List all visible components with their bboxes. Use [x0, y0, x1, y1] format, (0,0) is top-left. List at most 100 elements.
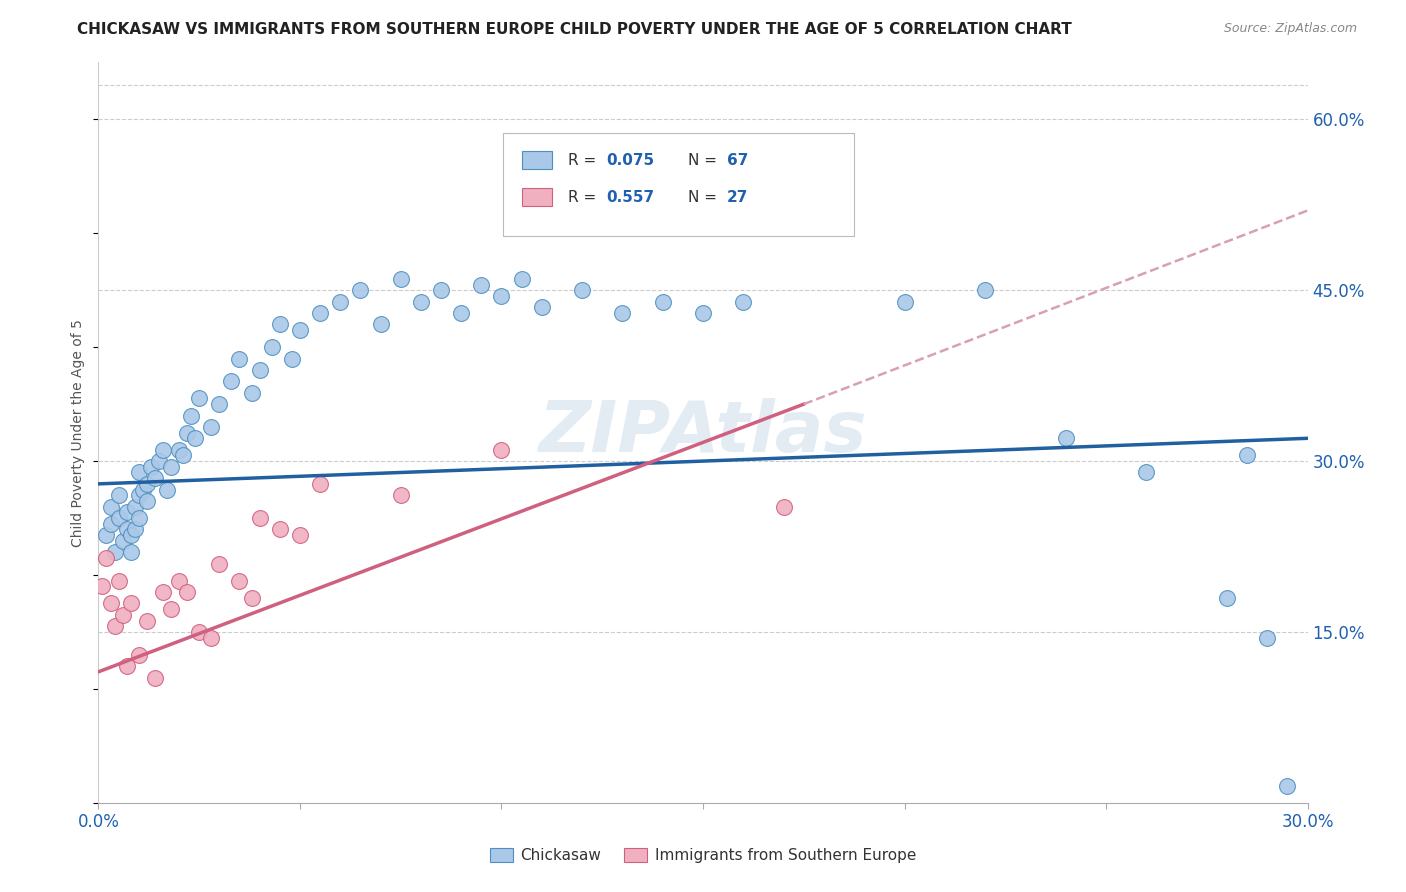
- Point: [111, 533, 134, 548]
- Point: [128, 648, 150, 662]
- Point: [510, 272, 533, 286]
- Point: [120, 545, 142, 559]
- Point: [188, 392, 211, 406]
- Point: [281, 351, 304, 366]
- Point: [389, 272, 412, 286]
- Point: [1236, 449, 1258, 463]
- FancyBboxPatch shape: [522, 151, 553, 169]
- Text: R =: R =: [568, 190, 600, 204]
- Text: N =: N =: [689, 190, 723, 204]
- Point: [143, 671, 166, 685]
- Point: [288, 323, 311, 337]
- Point: [176, 585, 198, 599]
- Point: [115, 523, 138, 537]
- Point: [128, 466, 150, 480]
- Point: [115, 505, 138, 519]
- Point: [172, 449, 194, 463]
- Point: [491, 289, 513, 303]
- Point: [96, 550, 118, 565]
- Text: 0.075: 0.075: [606, 153, 654, 168]
- Point: [200, 420, 222, 434]
- Point: [269, 318, 291, 332]
- Point: [1135, 466, 1157, 480]
- Point: [309, 476, 332, 491]
- Point: [120, 528, 142, 542]
- Point: [733, 294, 755, 309]
- Point: [349, 283, 371, 297]
- Point: [1277, 779, 1299, 793]
- Point: [249, 363, 271, 377]
- Point: [249, 511, 271, 525]
- Point: [612, 306, 634, 320]
- Point: [188, 624, 211, 639]
- Point: [1054, 431, 1077, 445]
- Point: [240, 385, 263, 400]
- Point: [329, 294, 352, 309]
- Point: [100, 597, 122, 611]
- Point: [124, 523, 146, 537]
- Point: [491, 442, 513, 457]
- Point: [228, 574, 250, 588]
- Text: CHICKASAW VS IMMIGRANTS FROM SOUTHERN EUROPE CHILD POVERTY UNDER THE AGE OF 5 CO: CHICKASAW VS IMMIGRANTS FROM SOUTHERN EU…: [77, 22, 1073, 37]
- Point: [813, 169, 835, 184]
- Point: [269, 523, 291, 537]
- Point: [132, 483, 155, 497]
- Point: [167, 442, 190, 457]
- Point: [1256, 631, 1278, 645]
- Point: [120, 597, 142, 611]
- Point: [571, 283, 593, 297]
- Point: [893, 294, 915, 309]
- FancyBboxPatch shape: [522, 188, 553, 206]
- Text: ZIPAtlas: ZIPAtlas: [538, 398, 868, 467]
- Text: N =: N =: [689, 153, 723, 168]
- Point: [1216, 591, 1239, 605]
- Point: [156, 483, 179, 497]
- Point: [107, 488, 129, 502]
- Point: [148, 454, 170, 468]
- Point: [530, 301, 553, 315]
- Point: [128, 511, 150, 525]
- Point: [370, 318, 392, 332]
- Y-axis label: Child Poverty Under the Age of 5: Child Poverty Under the Age of 5: [72, 318, 86, 547]
- Point: [143, 471, 166, 485]
- Point: [135, 476, 157, 491]
- Point: [180, 409, 202, 423]
- Point: [128, 488, 150, 502]
- Point: [208, 397, 231, 411]
- Legend: Chickasaw, Immigrants from Southern Europe: Chickasaw, Immigrants from Southern Euro…: [484, 842, 922, 869]
- Point: [91, 579, 114, 593]
- Point: [135, 494, 157, 508]
- Point: [160, 602, 183, 616]
- Text: Source: ZipAtlas.com: Source: ZipAtlas.com: [1223, 22, 1357, 36]
- Point: [139, 459, 162, 474]
- Point: [772, 500, 794, 514]
- Point: [107, 574, 129, 588]
- Point: [208, 557, 231, 571]
- Point: [135, 614, 157, 628]
- Text: 67: 67: [727, 153, 748, 168]
- Point: [450, 306, 472, 320]
- Point: [103, 545, 125, 559]
- Point: [651, 294, 673, 309]
- Point: [184, 431, 207, 445]
- Point: [176, 425, 198, 440]
- Point: [430, 283, 453, 297]
- Point: [221, 375, 243, 389]
- Point: [470, 277, 492, 292]
- Point: [111, 607, 134, 622]
- FancyBboxPatch shape: [503, 133, 855, 236]
- Point: [260, 340, 283, 354]
- Text: 0.557: 0.557: [606, 190, 654, 204]
- Point: [409, 294, 432, 309]
- Point: [200, 631, 222, 645]
- Point: [309, 306, 332, 320]
- Point: [152, 585, 174, 599]
- Point: [974, 283, 997, 297]
- Point: [692, 306, 714, 320]
- Text: 27: 27: [727, 190, 748, 204]
- Point: [100, 516, 122, 531]
- Point: [103, 619, 125, 633]
- Point: [152, 442, 174, 457]
- Point: [228, 351, 250, 366]
- Point: [96, 528, 118, 542]
